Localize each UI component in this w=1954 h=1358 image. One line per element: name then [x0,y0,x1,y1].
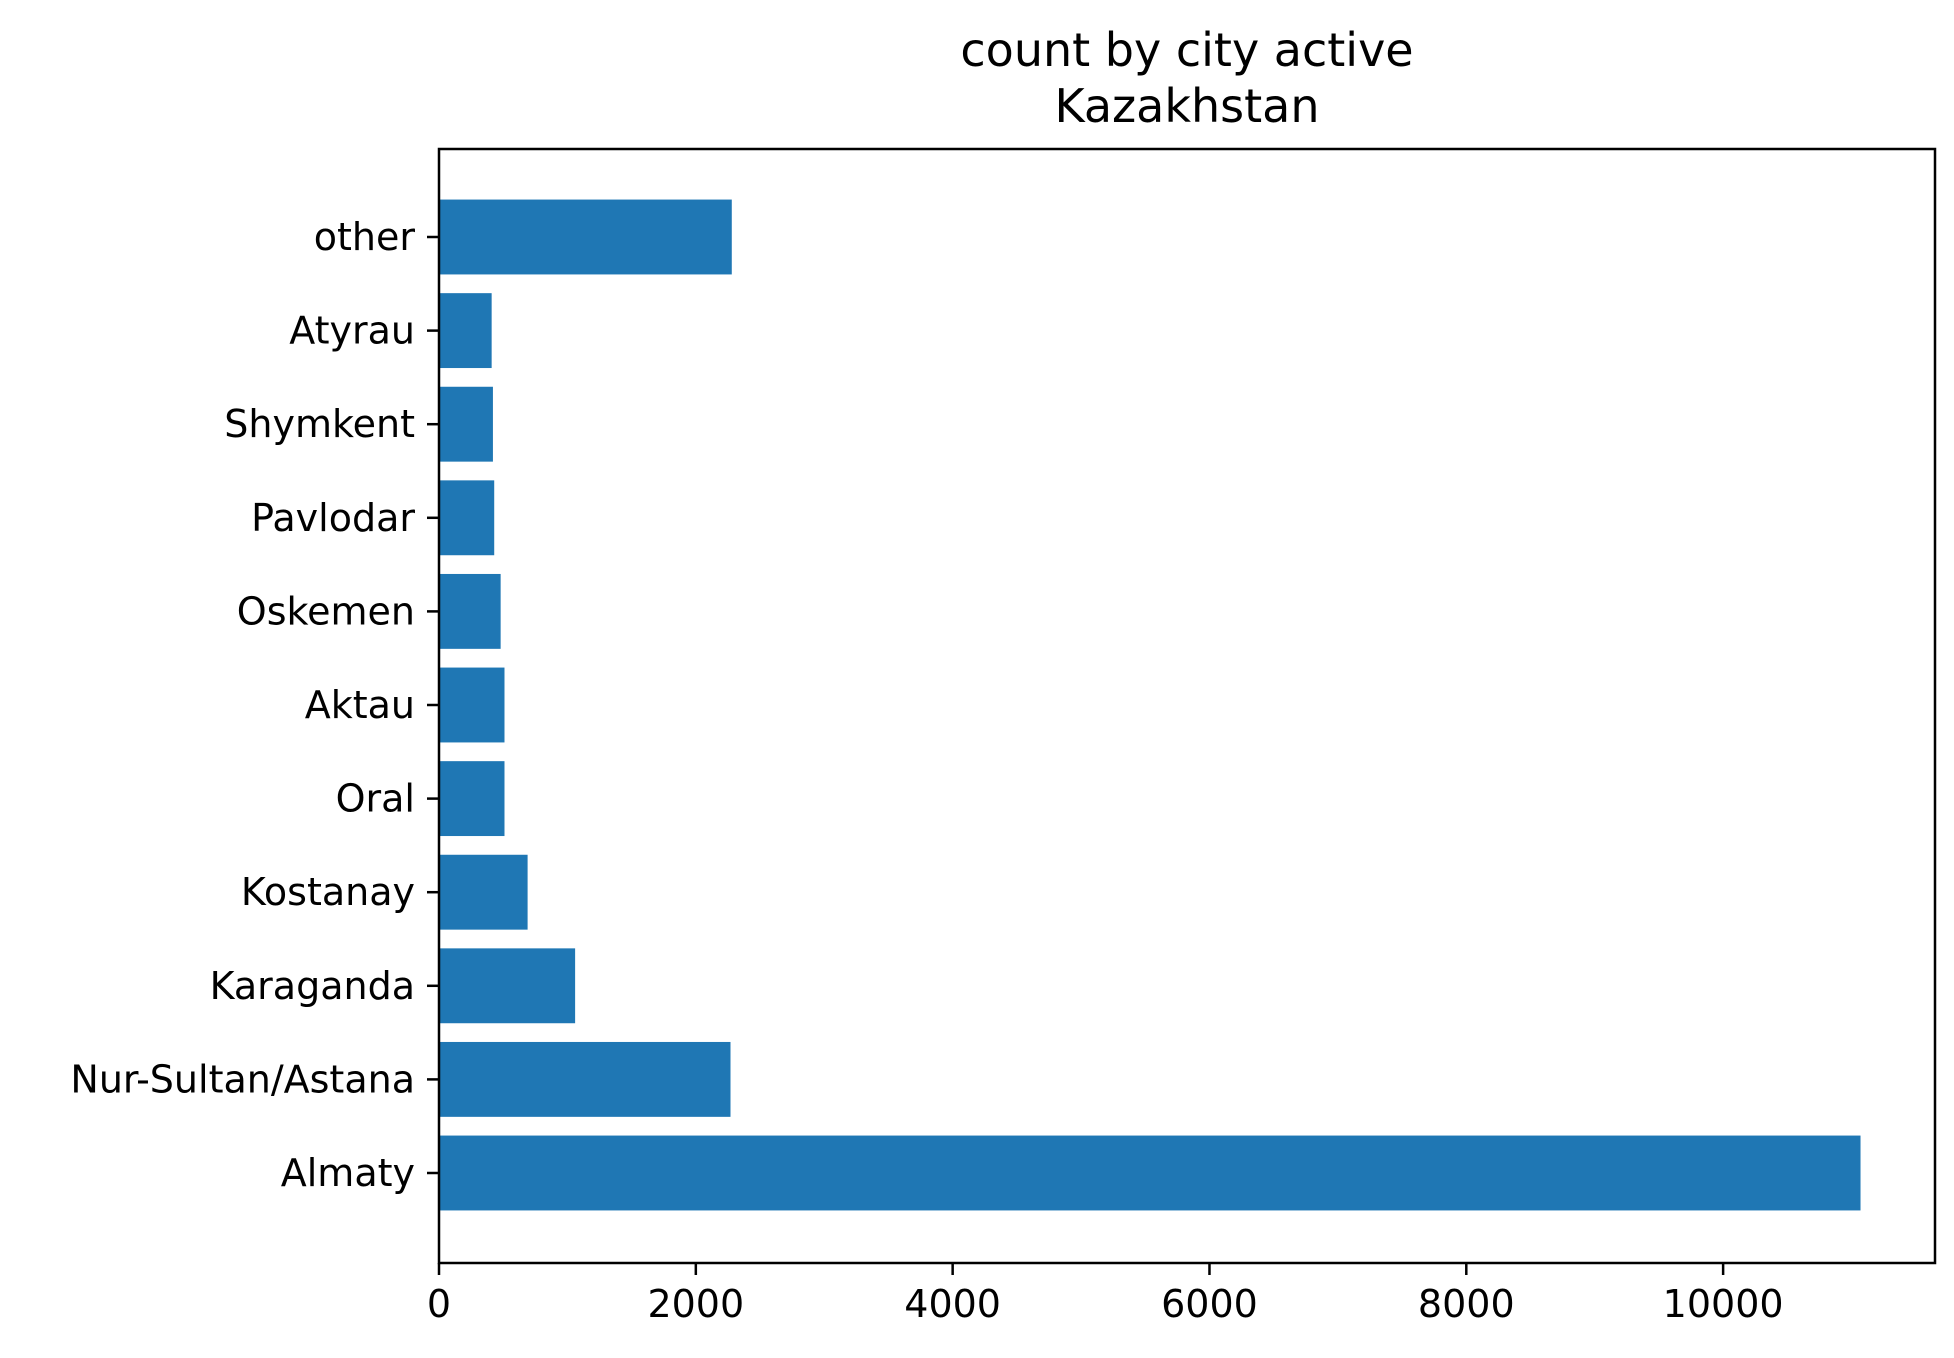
y-tick-label-karaganda: Karaganda [210,964,415,1008]
bars-layer [439,199,1861,1211]
x-tick-label-2000: 2000 [647,1282,744,1326]
y-tick-label-aktau: Aktau [305,683,415,727]
y-axis: Almaty Nur-Sultan/Astana Karaganda Kostanay… [70,215,439,1195]
chart-title-line-2: Kazakhstan [1054,79,1319,133]
bar-shymkent [439,386,493,462]
chart-title-line-1: count by city active [960,23,1413,77]
y-tick-label-other: other [314,215,416,259]
bar-other [439,199,732,275]
plot-frame [437,147,1937,1265]
x-tick-label-4000: 4000 [904,1282,1001,1326]
bar-oskemen [439,573,501,649]
x-tick-label-10000: 10000 [1663,1282,1784,1326]
bar-almaty [439,1135,1861,1211]
bar-aktau [439,667,505,743]
y-tick-label-oral: Oral [336,777,415,821]
x-tick-label-0: 0 [427,1282,451,1326]
x-tick-label-8000: 8000 [1418,1282,1515,1326]
bar-pavlodar [439,480,495,556]
y-tick-label-almaty: Almaty [281,1151,415,1195]
x-axis: 0 2000 4000 6000 8000 10000 [427,1263,1784,1326]
y-tick-label-nur-sultan-astana: Nur-Sultan/Astana [70,1057,415,1101]
x-tick-label-6000: 6000 [1161,1282,1258,1326]
y-tick-label-shymkent: Shymkent [224,402,415,446]
bar-oral [439,761,505,837]
y-tick-label-oskemen: Oskemen [237,589,415,633]
bar-atyrau [439,293,492,369]
bar-kostanay [439,854,528,930]
y-tick-label-pavlodar: Pavlodar [251,496,415,540]
bar-karaganda [439,948,576,1024]
y-tick-label-atyrau: Atyrau [289,309,415,353]
bar-nur-sultan-astana [439,1041,731,1117]
y-tick-label-kostanay: Kostanay [241,870,415,914]
